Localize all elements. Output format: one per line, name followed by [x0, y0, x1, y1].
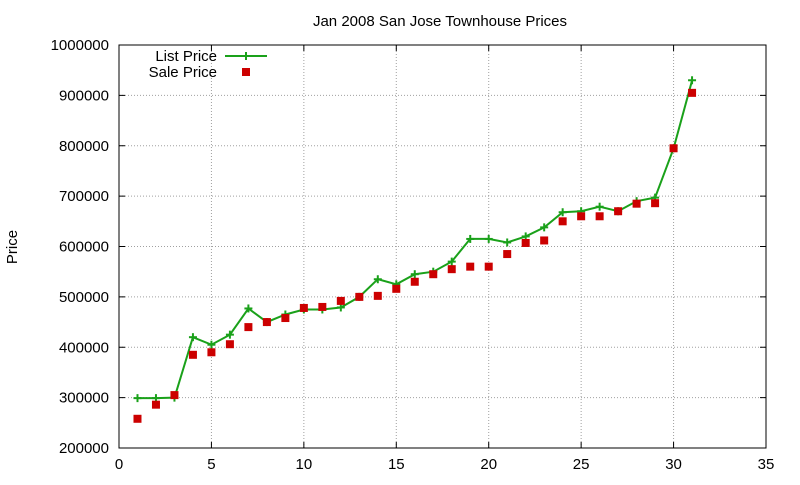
x-tick-label: 30: [665, 456, 682, 473]
legend-marker-list-price: [242, 52, 250, 60]
legend-marker-sale-price: [242, 68, 250, 76]
chart-title: Jan 2008 San Jose Townhouse Prices: [313, 13, 567, 30]
sale-price-point: [651, 199, 660, 208]
list-price-point: [244, 304, 253, 313]
series: [133, 76, 697, 423]
list-price-point: [484, 234, 493, 243]
y-tick-label: 400000: [59, 339, 109, 356]
sale-price-point: [484, 262, 493, 271]
list-price-point: [503, 238, 512, 247]
sale-price-point: [688, 88, 697, 97]
list-price-point: [410, 270, 419, 279]
y-tick-label: 900000: [59, 87, 109, 104]
sale-price-point: [318, 302, 327, 311]
sale-price-point: [466, 262, 475, 271]
x-tick-label: 0: [115, 456, 123, 473]
sale-price-point: [151, 400, 160, 409]
sale-price-point: [170, 391, 179, 400]
tick-marks: [118, 44, 767, 449]
y-tick-label: 600000: [59, 239, 109, 256]
sale-price-point: [558, 217, 567, 226]
legend: List Price Sale Price: [149, 48, 267, 81]
x-tick-label: 25: [573, 456, 590, 473]
y-tick-label: 700000: [59, 188, 109, 205]
list-price-point: [688, 76, 697, 85]
sale-price-point: [392, 284, 401, 293]
sale-price-point: [133, 414, 142, 423]
sale-price-point: [669, 144, 678, 153]
sale-price-point: [429, 270, 438, 279]
list-price-point: [558, 208, 567, 217]
y-tick-label: 200000: [59, 440, 109, 457]
sale-price-point: [503, 250, 512, 259]
list-price-point: [447, 257, 456, 266]
x-tick-label: 15: [388, 456, 405, 473]
sale-price-point: [262, 318, 271, 327]
legend-label-sale-price: Sale Price: [149, 64, 217, 81]
sale-price-point: [540, 236, 549, 245]
list-price-point: [207, 340, 216, 349]
y-tick-label: 800000: [59, 138, 109, 155]
sale-price-point: [299, 303, 308, 312]
legend-label-list-price: List Price: [155, 48, 217, 65]
list-price-line: [137, 80, 694, 400]
sale-price-point: [447, 265, 456, 274]
x-tick-label: 35: [758, 456, 775, 473]
list-price-point: [373, 275, 382, 284]
y-tick-label: 300000: [59, 390, 109, 407]
sale-price-point: [281, 314, 290, 323]
list-price-point: [466, 234, 475, 243]
x-tick-labels: 0 5 10 15 20 25 30 35: [115, 456, 775, 473]
sale-price-point: [373, 291, 382, 300]
sale-price-point: [355, 292, 364, 301]
sale-price-point: [521, 238, 530, 247]
legend-plus-mark: [242, 52, 250, 60]
sale-price-point: [595, 212, 604, 221]
sale-price-point: [632, 199, 641, 208]
grid: [119, 45, 766, 448]
sale-price-point: [577, 212, 586, 221]
sale-price-point: [614, 207, 623, 216]
list-price-point: [540, 223, 549, 232]
sale-price-point: [410, 277, 419, 286]
list-price-point: [188, 333, 197, 342]
x-tick-label: 10: [296, 456, 313, 473]
list-price-point: [595, 202, 604, 211]
sale-price-point: [188, 350, 197, 359]
y-tick-label: 1000000: [51, 37, 109, 54]
sale-price-point: [225, 340, 234, 349]
sale-price-point: [244, 323, 253, 332]
sale-price-point: [207, 348, 216, 357]
x-tick-label: 5: [207, 456, 215, 473]
list-price-point: [133, 394, 142, 403]
y-axis-label: Price: [4, 230, 21, 264]
y-tick-labels: 200000 300000 400000 500000 600000 700000 8000…: [51, 37, 109, 457]
y-tick-label: 500000: [59, 289, 109, 306]
sale-price-point: [336, 296, 345, 305]
list-price-point: [225, 330, 234, 339]
x-tick-label: 20: [480, 456, 497, 473]
